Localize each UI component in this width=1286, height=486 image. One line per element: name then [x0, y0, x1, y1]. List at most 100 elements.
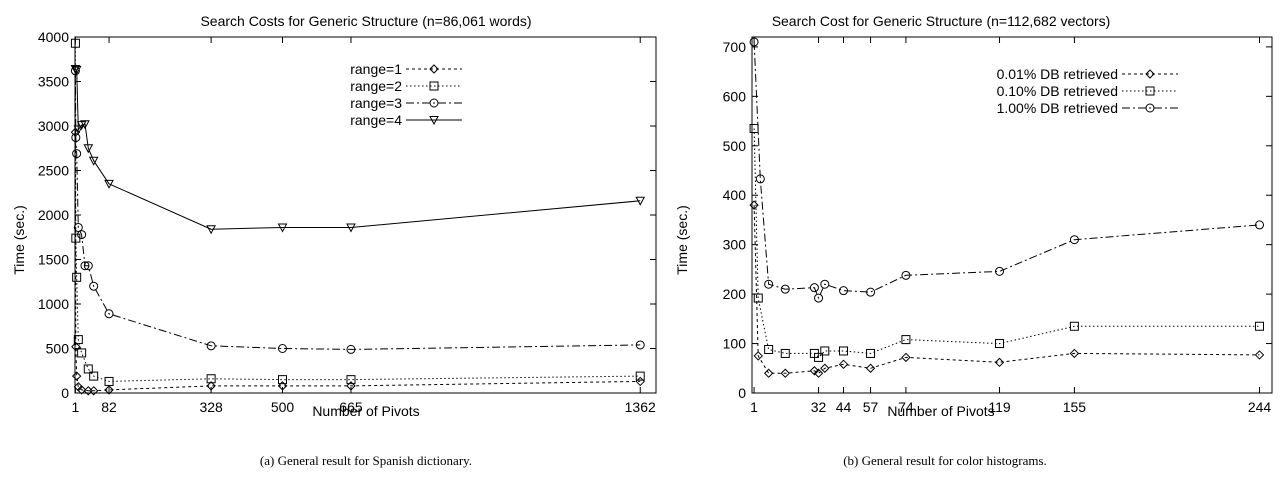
data-point [763, 368, 774, 378]
data-point [71, 65, 82, 75]
y-tick-label: 300 [723, 237, 747, 253]
y-tick-label: 2000 [38, 207, 69, 223]
legend-label: range=4 [350, 112, 402, 128]
series-4 [70, 65, 646, 235]
y-tick-label: 3500 [38, 74, 69, 90]
data-point [88, 156, 99, 166]
data-point [346, 375, 356, 385]
data-point [77, 348, 87, 358]
data-point [749, 37, 759, 47]
data-point [813, 368, 824, 378]
data-point [72, 149, 82, 159]
data-point [83, 144, 94, 154]
legend-marker [429, 81, 439, 91]
data-point [206, 374, 216, 384]
data-point [753, 351, 763, 361]
series-1 [70, 127, 645, 396]
data-point [71, 371, 82, 381]
data-point [749, 123, 759, 133]
data-point [866, 287, 876, 297]
data-point [838, 359, 849, 370]
data-point [1069, 321, 1079, 331]
data-point [76, 385, 87, 395]
data-point [1254, 350, 1265, 360]
data-point [901, 270, 911, 280]
data-point [80, 261, 90, 271]
data-point [89, 371, 99, 381]
data-point [73, 125, 84, 135]
data-point [104, 385, 114, 395]
y-tick-label: 600 [723, 88, 747, 104]
data-point [820, 346, 830, 356]
series-3 [749, 37, 1265, 303]
y-tick-label: 700 [723, 39, 747, 55]
x-tick-label: 1362 [625, 399, 656, 415]
series-2 [749, 123, 1265, 362]
data-point [89, 281, 99, 291]
data-point [755, 174, 765, 184]
data-point [809, 366, 820, 376]
data-point [278, 344, 287, 353]
data-point [206, 381, 216, 391]
x-tick-label: 82 [101, 399, 117, 415]
series-line [75, 68, 641, 230]
data-point [71, 133, 81, 143]
data-point [104, 179, 114, 189]
x-tick-label: 44 [836, 399, 852, 415]
data-point [820, 363, 830, 373]
data-point [80, 120, 90, 130]
x-tick-label: 119 [988, 399, 1011, 415]
legend-label: 0.01% DB retrieved [997, 66, 1118, 82]
data-point [839, 286, 849, 296]
data-point [77, 230, 87, 240]
chart-panel-b: Search Cost for Generic Structure (n=112… [674, 13, 1273, 468]
data-point [995, 266, 1005, 276]
y-tick-label: 1500 [38, 252, 69, 268]
data-point [820, 279, 830, 289]
data-point [346, 381, 356, 391]
data-point [83, 261, 93, 271]
data-point [635, 371, 645, 381]
legend-label: 1.00% DB retrieved [997, 100, 1118, 116]
y-tick-label: 1000 [38, 296, 69, 312]
data-point [809, 283, 819, 293]
x-tick-label: 665 [339, 399, 363, 415]
data-point [206, 341, 216, 351]
y-axis-label: Time (sec.) [11, 205, 27, 274]
data-point [104, 376, 114, 386]
data-point [206, 225, 216, 235]
data-point [780, 284, 790, 294]
x-tick-label: 328 [199, 399, 223, 415]
y-tick-label: 2500 [38, 163, 69, 179]
y-tick-label: 0 [61, 385, 69, 401]
series-1 [749, 200, 1265, 378]
data-point [277, 223, 288, 233]
chart-panel-a: Search Costs for Generic Structure (n=86… [11, 13, 657, 468]
data-point [995, 339, 1005, 349]
y-tick-label: 500 [723, 138, 747, 154]
data-point [277, 381, 288, 391]
data-point [901, 335, 911, 345]
x-tick-label: 1 [72, 399, 80, 415]
legend-marker [429, 98, 439, 108]
data-point [1255, 321, 1265, 331]
x-axis-label: Number of Pivots [312, 403, 419, 419]
legend-marker [429, 116, 439, 126]
data-point [780, 348, 790, 358]
data-point [780, 368, 790, 378]
data-point [70, 65, 81, 75]
y-tick-label: 500 [46, 341, 70, 357]
legend-marker [1145, 103, 1155, 113]
x-tick-label: 1 [750, 399, 758, 415]
data-point [71, 342, 81, 352]
y-tick-label: 100 [723, 336, 747, 352]
legend-marker [429, 64, 439, 74]
y-tick-label: 0 [738, 385, 746, 401]
legend-marker [1145, 86, 1155, 96]
data-point [635, 376, 645, 387]
data-point [814, 352, 824, 362]
data-point [278, 375, 287, 385]
x-tick-label: 155 [1063, 399, 1087, 415]
data-point [346, 344, 356, 354]
